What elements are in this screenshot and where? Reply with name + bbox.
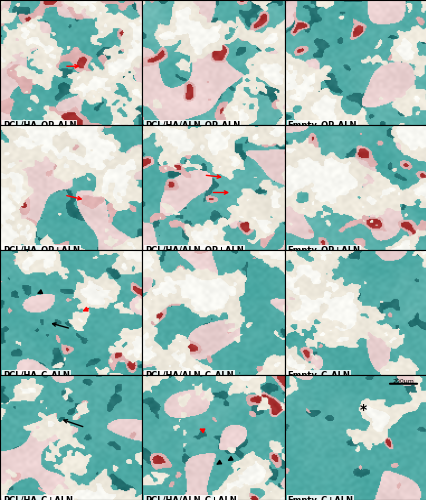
Text: PCL/HA/ALN_OP-ALN: PCL/HA/ALN_OP-ALN <box>145 121 240 130</box>
Text: PCL/HA_C-ALN: PCL/HA_C-ALN <box>3 371 69 380</box>
Text: *: * <box>359 403 366 417</box>
Text: PCL/HA/ALN_C+ALN: PCL/HA/ALN_C+ALN <box>145 496 236 500</box>
Text: Empty_C-ALN: Empty_C-ALN <box>287 371 350 380</box>
Text: PCL/HA/ALN_C-ALN: PCL/HA/ALN_C-ALN <box>145 371 233 380</box>
Text: Empty_C+ALN: Empty_C+ALN <box>287 496 353 500</box>
Text: Empty_OP-ALN: Empty_OP-ALN <box>287 121 356 130</box>
Text: 200μm: 200μm <box>391 379 414 384</box>
Text: PCL/HA_OP+ALN: PCL/HA_OP+ALN <box>3 246 80 256</box>
Text: PCL/HA/ALN_OP+ALN: PCL/HA/ALN_OP+ALN <box>145 246 243 256</box>
Text: Empty_OP+ALN: Empty_OP+ALN <box>287 246 360 256</box>
Text: PCL/HA_C+ALN: PCL/HA_C+ALN <box>3 496 73 500</box>
Text: PCL/HA_OP-ALN: PCL/HA_OP-ALN <box>3 121 76 130</box>
